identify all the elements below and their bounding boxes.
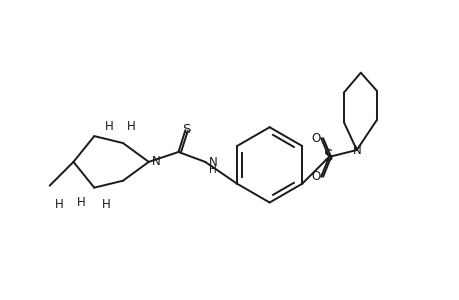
- Text: S: S: [182, 123, 190, 136]
- Text: H: H: [77, 196, 85, 209]
- Text: N: N: [352, 143, 360, 157]
- Text: N: N: [151, 155, 160, 168]
- Text: S: S: [324, 149, 333, 164]
- Text: H: H: [105, 120, 113, 133]
- Text: O: O: [311, 170, 320, 183]
- Text: O: O: [311, 132, 320, 145]
- Text: H: H: [101, 198, 110, 211]
- Text: H: H: [55, 198, 64, 211]
- Text: H: H: [126, 120, 135, 133]
- Text: N: N: [209, 156, 218, 170]
- Text: H: H: [209, 165, 217, 175]
